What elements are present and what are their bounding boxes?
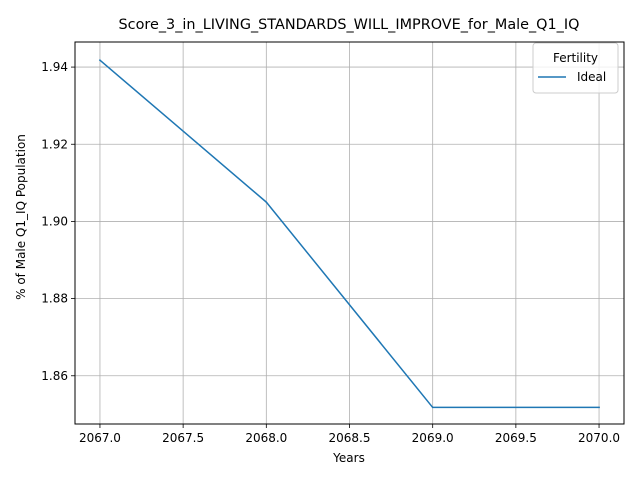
x-tick-label: 2070.0 xyxy=(578,431,620,445)
y-tick-label: 1.94 xyxy=(41,60,68,74)
x-tick-label: 2069.0 xyxy=(412,431,454,445)
x-tick-label: 2068.5 xyxy=(329,431,371,445)
x-tick-label: 2067.0 xyxy=(79,431,121,445)
y-tick-label: 1.90 xyxy=(41,214,68,228)
y-tick-label: 1.88 xyxy=(41,292,68,306)
x-tick-label: 2069.5 xyxy=(495,431,537,445)
chart-title: Score_3_in_LIVING_STANDARDS_WILL_IMPROVE… xyxy=(119,17,580,33)
grid-lines xyxy=(75,42,624,424)
y-tick-label: 1.86 xyxy=(41,369,68,383)
y-axis-label: % of Male Q1_IQ Population xyxy=(14,134,28,300)
legend-title: Fertility xyxy=(553,51,598,65)
data-point xyxy=(265,201,268,203)
data-point xyxy=(598,406,600,409)
legend-label-ideal: Ideal xyxy=(577,70,606,84)
x-axis-ticks: 2067.0 2067.5 2068.0 2068.5 2069.0 2069.5 2070… xyxy=(79,424,620,445)
series-layer xyxy=(98,59,600,409)
y-axis-ticks: 1.86 1.88 1.90 1.92 1.94 xyxy=(41,60,75,383)
series-line-ideal xyxy=(98,59,600,409)
x-tick-label: 2068.0 xyxy=(245,431,287,445)
x-tick-label: 2067.5 xyxy=(162,431,204,445)
y-tick-label: 1.92 xyxy=(41,137,68,151)
x-axis-label: Years xyxy=(332,451,365,465)
data-point xyxy=(431,406,434,409)
legend-box xyxy=(532,42,619,94)
legend: Fertility Ideal xyxy=(532,42,619,94)
data-point xyxy=(99,59,101,61)
